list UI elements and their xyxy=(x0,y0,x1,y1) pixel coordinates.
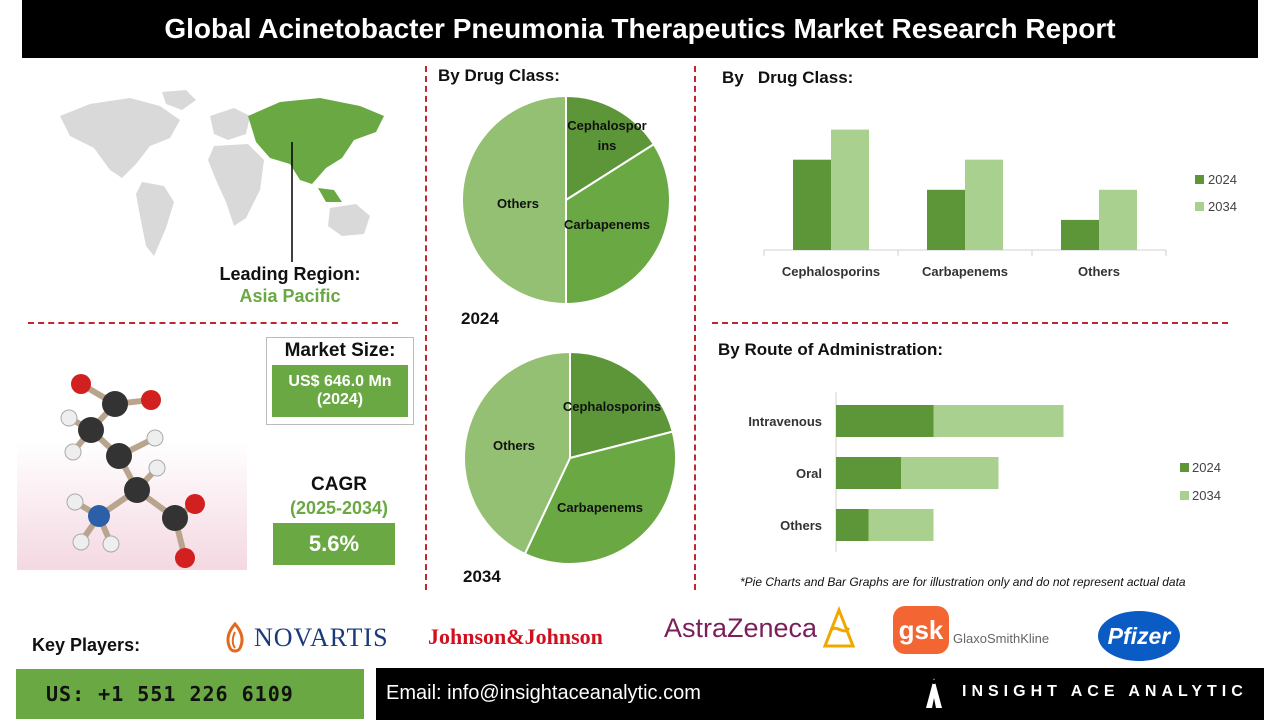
pie-label-others: Others xyxy=(497,196,539,211)
footer-phone-box: US: +1 551 226 6109 xyxy=(16,669,364,719)
route-bar-intravenous-2034 xyxy=(933,405,1064,437)
greenland-shape xyxy=(162,90,196,110)
gsk-wordmark: gsk xyxy=(898,614,944,645)
novartis-logo: NOVARTIS xyxy=(222,620,389,656)
pie-label-cephalosporins: Cephalosporins xyxy=(563,399,661,414)
bar-chart-drug-class: Cephalosporins Carbapenems Others 2024 2034 xyxy=(763,129,1237,279)
market-size-value-box: US$ 646.0 Mn (2024) xyxy=(272,365,408,417)
route-category-label-oral: Oral xyxy=(796,466,822,481)
novartis-flame-icon xyxy=(226,622,244,653)
legend-label-2034: 2034 xyxy=(1208,199,1237,214)
divider-left xyxy=(28,322,398,324)
bar-category-label-carbapenems: Carbapenems xyxy=(922,264,1008,279)
key-players-label: Key Players: xyxy=(32,635,141,655)
pie-label-cephalospor-ins: Cephalospor ins xyxy=(567,118,646,153)
pfizer-logo: Pfizer xyxy=(1098,611,1180,661)
pie-label-carbapenems: Carbapenems xyxy=(564,217,650,232)
south-america-shape xyxy=(136,182,174,256)
leading-region-value: Asia Pacific xyxy=(239,286,341,306)
pie-label-others: Others xyxy=(493,438,535,453)
astrazeneca-symbol-icon xyxy=(822,606,856,648)
pie-label-carbapenems: Carbapenems xyxy=(557,500,643,515)
legend-swatch-2024 xyxy=(1195,175,1204,184)
market-size-label: Market Size: xyxy=(284,340,396,361)
cagr-value: 5.6% xyxy=(273,523,395,565)
cagr-period: (2025-2034) xyxy=(289,498,389,518)
page-title: Global Acinetobacter Pneumonia Therapeut… xyxy=(22,0,1258,58)
bar-carbapenems-2024 xyxy=(927,189,965,250)
pie-chart-2024: Cephalospor ins Carbapenems Others xyxy=(461,94,671,306)
astrazeneca-wordmark: AstraZeneca xyxy=(664,612,818,643)
gsk-logo: gsk GlaxoSmithKline xyxy=(893,606,1049,654)
route-bar-oral-2024 xyxy=(836,457,901,489)
world-map-graphic xyxy=(60,90,384,262)
route-legend-swatch-2024 xyxy=(1180,463,1189,472)
market-size-value: US$ 646.0 Mn xyxy=(288,373,392,390)
footer-email[interactable]: Email: info@insightaceanalytic.com xyxy=(386,682,701,704)
pie-slice-cephalosporins xyxy=(569,350,674,460)
pie-chart-2034: Cephalosporins Carbapenems Others xyxy=(463,350,677,565)
pie-slice-carbapenems xyxy=(523,430,677,565)
novartis-wordmark: NOVARTIS xyxy=(254,623,389,652)
gsk-badge: gsk xyxy=(893,606,949,654)
route-bar-oral-2034 xyxy=(901,457,999,489)
molecule-illustration xyxy=(17,356,247,570)
world-map xyxy=(50,86,390,266)
bar-section-heading: By Drug Class: xyxy=(722,68,854,87)
market-size-year: (2024) xyxy=(316,391,364,408)
pie-2034-year-label: 2034 xyxy=(463,567,501,586)
bar-cephalosporins-2034 xyxy=(831,129,869,250)
insight-ace-logo-icon xyxy=(926,678,942,708)
astrazeneca-logo: AstraZeneca xyxy=(664,604,857,652)
leading-region-label: Leading Region: xyxy=(219,264,361,284)
footer-contact-bar: Email: info@insightaceanalytic.com INSIG… xyxy=(376,668,1264,720)
market-size-card: Market Size: US$ 646.0 Mn (2024) xyxy=(266,337,414,425)
north-america-shape xyxy=(60,98,180,178)
route-section-heading: By Route of Administration: xyxy=(718,340,944,359)
route-legend-label-2034: 2034 xyxy=(1192,488,1221,503)
pie-2024-year-label: 2024 xyxy=(461,309,499,328)
divider-right xyxy=(712,322,1228,324)
disclaimer-text: *Pie Charts and Bar Graphs are for illus… xyxy=(740,575,1186,589)
route-legend-swatch-2034 xyxy=(1180,491,1189,500)
bar-chart-route: Intravenous Oral Others 2024 2034 xyxy=(748,392,1221,552)
pie-slice-others xyxy=(463,350,571,556)
molecule-graphic xyxy=(60,374,205,568)
bar-category-label-cephalosporins: Cephalosporins xyxy=(782,264,880,279)
glaxosmithkline-wordmark: GlaxoSmithKline xyxy=(953,630,1050,646)
route-category-label-others: Others xyxy=(780,518,822,533)
route-category-label-intravenous: Intravenous xyxy=(748,414,822,429)
bar-others-2034 xyxy=(1099,189,1137,250)
cagr-label: CAGR xyxy=(311,474,367,495)
bar-others-2024 xyxy=(1061,219,1099,250)
pie-section-heading: By Drug Class: xyxy=(438,66,560,85)
route-bar-intravenous-2024 xyxy=(836,405,934,437)
legend-swatch-2034 xyxy=(1195,202,1204,211)
europe-shape xyxy=(210,108,250,140)
asia-pacific-shape xyxy=(248,98,384,202)
pie-slice-others xyxy=(461,94,567,306)
footer-brand: INSIGHT ACE ANALYTIC xyxy=(962,683,1248,700)
australia-shape xyxy=(328,204,370,236)
pie-slice-carbapenems xyxy=(565,142,671,306)
divider-vertical-right xyxy=(694,66,696,590)
bar-carbapenems-2034 xyxy=(965,159,1003,250)
pfizer-wordmark: Pfizer xyxy=(1107,622,1171,649)
route-bar-others-2034 xyxy=(868,509,934,541)
divider-vertical-left xyxy=(425,66,427,590)
johnson-and-johnson-logo: Johnson&Johnson xyxy=(428,624,603,649)
bar-category-label-others: Others xyxy=(1078,264,1120,279)
bar-cephalosporins-2024 xyxy=(793,159,831,250)
route-bar-others-2024 xyxy=(836,509,869,541)
footer-phone[interactable]: US: +1 551 226 6109 xyxy=(46,682,294,706)
pie-slice-cephalospor-ins xyxy=(565,94,656,202)
legend-label-2024: 2024 xyxy=(1208,172,1237,187)
route-legend-label-2024: 2024 xyxy=(1192,460,1221,475)
africa-shape xyxy=(208,144,264,226)
